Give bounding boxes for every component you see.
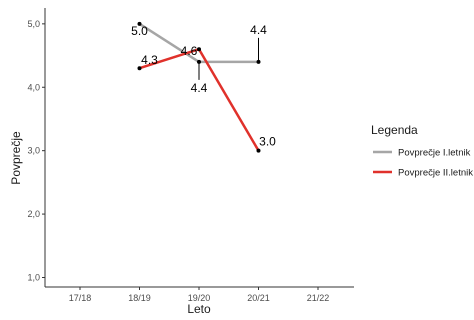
data-label: 4.4: [250, 23, 267, 37]
legend: Legenda Povprečje I.letnik Povprečje II.l…: [371, 123, 473, 179]
x-axis-title: Leto: [187, 302, 211, 316]
x-tick-label: 19/20: [188, 293, 211, 303]
data-label: 4.4: [191, 81, 208, 95]
legend-label-1: Povprečje I.letnik: [398, 148, 471, 159]
y-tick-label: 1,0: [27, 272, 40, 282]
data-point: [256, 148, 261, 153]
y-tick-label: 5,0: [27, 19, 40, 29]
y-tick-label: 3,0: [27, 146, 40, 156]
y-axis-title: Povprečje: [9, 131, 23, 185]
legend-label-2: Povprečje II.letnik: [398, 168, 473, 179]
data-point: [137, 21, 142, 26]
labels-layer: 5.0 4.4 4.4 4.3 4.6 3.0: [131, 23, 276, 149]
x-tick-label: 21/22: [307, 293, 330, 303]
x-tick-label: 20/21: [247, 293, 270, 303]
axes: 17/18 18/19 19/20 20/21 21/22 1,0 2,0 3,0 4,0 5,0: [27, 8, 354, 303]
data-label: 5.0: [131, 24, 148, 38]
data-label: 4.3: [141, 53, 158, 67]
y-tick-label: 4,0: [27, 82, 40, 92]
points-layer: [137, 21, 261, 153]
data-point: [197, 47, 201, 52]
legend-title: Legenda: [371, 123, 418, 137]
data-point: [137, 66, 142, 71]
data-label: 3.0: [259, 135, 276, 149]
data-label: 4.6: [181, 44, 198, 58]
x-tick-label: 17/18: [69, 293, 92, 303]
x-tick-label: 18/19: [128, 293, 151, 303]
y-tick-label: 2,0: [27, 209, 40, 219]
